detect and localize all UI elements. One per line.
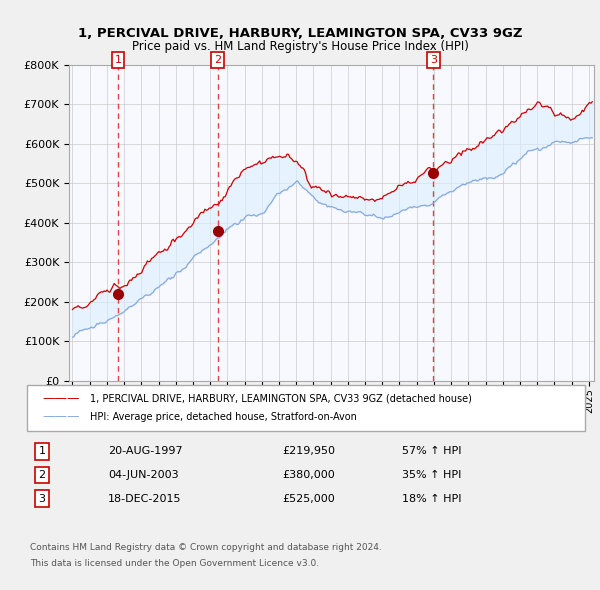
Text: 3: 3 (430, 55, 437, 65)
Text: Price paid vs. HM Land Registry's House Price Index (HPI): Price paid vs. HM Land Registry's House … (131, 40, 469, 53)
Text: 1, PERCIVAL DRIVE, HARBURY, LEAMINGTON SPA, CV33 9GZ (detached house): 1, PERCIVAL DRIVE, HARBURY, LEAMINGTON S… (90, 394, 472, 404)
Text: £525,000: £525,000 (282, 494, 335, 503)
Text: ———: ——— (42, 410, 79, 423)
Text: HPI: Average price, detached house, Stratford-on-Avon: HPI: Average price, detached house, Stra… (90, 411, 357, 421)
Text: 18% ↑ HPI: 18% ↑ HPI (402, 494, 461, 503)
Text: 2: 2 (38, 470, 46, 480)
Text: 20-AUG-1997: 20-AUG-1997 (108, 447, 182, 456)
Text: Contains HM Land Registry data © Crown copyright and database right 2024.: Contains HM Land Registry data © Crown c… (30, 543, 382, 552)
Text: £380,000: £380,000 (282, 470, 335, 480)
Text: 1: 1 (115, 55, 121, 65)
Text: 3: 3 (38, 494, 46, 503)
Text: 2: 2 (214, 55, 221, 65)
Text: 1, PERCIVAL DRIVE, HARBURY, LEAMINGTON SPA, CV33 9GZ: 1, PERCIVAL DRIVE, HARBURY, LEAMINGTON S… (78, 27, 522, 40)
Text: 04-JUN-2003: 04-JUN-2003 (108, 470, 179, 480)
Text: 57% ↑ HPI: 57% ↑ HPI (402, 447, 461, 456)
Text: 18-DEC-2015: 18-DEC-2015 (108, 494, 182, 503)
Text: 1: 1 (38, 447, 46, 456)
Text: ———: ——— (42, 392, 79, 405)
Text: This data is licensed under the Open Government Licence v3.0.: This data is licensed under the Open Gov… (30, 559, 319, 568)
Text: £219,950: £219,950 (282, 447, 335, 456)
Text: 35% ↑ HPI: 35% ↑ HPI (402, 470, 461, 480)
